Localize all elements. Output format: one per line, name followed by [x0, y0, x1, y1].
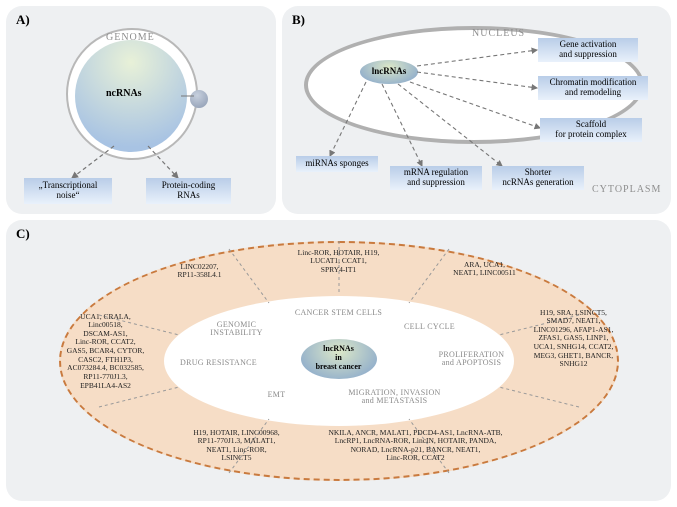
sector-proliferation: PROLIFERATION and APOPTOSIS [427, 351, 517, 369]
panel-b: B) NUCLEUS CYTOPLASM lncRNAs Gene activa… [282, 6, 671, 214]
nucleus-label: NUCLEUS [472, 28, 525, 39]
center-oval: lncRNAs in breast cancer [301, 339, 377, 379]
genes-proliferation: H19, SRA, LSINCT5, SMAD7, NEAT1, LINC012… [519, 309, 629, 369]
cytoplasm-label: CYTOPLASM [592, 184, 661, 195]
panel-a: A) GENOME ncRNAs „Transcriptional noise“… [6, 6, 276, 214]
genes-cancer-stem: Linc-ROR, HOTAIR, H19, LUCAT1, CCAT1, SP… [277, 249, 401, 275]
sector-emt: EMT [257, 391, 297, 400]
box-chromatin: Chromatin modification and remodeling [538, 76, 648, 100]
sector-cancer-stem: CANCER STEM CELLS [291, 309, 387, 318]
sector-drug: DRUG RESISTANCE [171, 359, 267, 368]
box-gene-activation: Gene activation and suppression [538, 38, 638, 62]
box-shorter: Shorter ncRNAs generation [492, 166, 584, 190]
box-transcriptional-noise: „Transcriptional noise“ [24, 178, 112, 204]
box-mrna: mRNA regulation and suppression [390, 166, 482, 190]
panel-a-label: A) [16, 12, 30, 28]
lncrnas-oval: lncRNAs [360, 60, 418, 84]
sector-genomic: GENOMIC INSTABILITY [197, 321, 277, 339]
radial-diagram: lncRNAs in breast cancer CANCER STEM CEL… [39, 231, 639, 491]
genes-drug: UCA1, CRALA, Linc00518, DSCAM-AS1, Linc-… [51, 313, 161, 391]
panel-c: C) lncRNAs in breast cancer CANCER STEM … [6, 220, 671, 501]
genes-emt: H19, HOTAIR, LINC00968, RP11-770J1.3, MA… [177, 429, 297, 464]
box-scaffold: Scaffold for protein complex [540, 118, 642, 142]
ncrnas-text: ncRNAs [106, 88, 142, 99]
sector-migration: MIGRATION, INVASION and METASTASIS [335, 389, 455, 407]
sector-cell-cycle: CELL CYCLE [395, 323, 465, 332]
genes-cell-cycle: ARA, UCA1, NEAT1, LINC00511 [435, 261, 535, 278]
box-mirna: miRNAs sponges [296, 156, 378, 172]
genome-small-dot [190, 90, 208, 108]
panel-b-label: B) [292, 12, 305, 28]
genes-genomic: LINC02207, RP11-358L4.1 [155, 263, 245, 280]
box-protein-coding: Protein-coding RNAs [146, 178, 231, 204]
panel-c-label: C) [16, 226, 30, 242]
genome-label: GENOME [106, 32, 155, 43]
genes-migration: NKILA, ANCR, MALAT1, PDCD4-AS1, LncRNA-A… [301, 429, 531, 464]
